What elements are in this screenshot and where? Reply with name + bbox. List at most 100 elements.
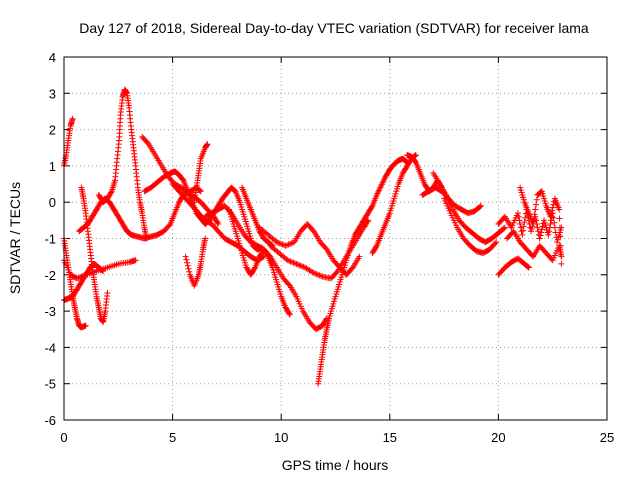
- y-tick-label: -1: [44, 232, 56, 247]
- data-point: [525, 264, 532, 271]
- series-arc-23: [441, 195, 500, 257]
- data-point: [166, 222, 173, 229]
- data-point: [313, 271, 320, 278]
- y-tick-label: 1: [49, 159, 56, 174]
- series-arc-24: [495, 255, 532, 278]
- data-point: [75, 274, 82, 281]
- data-point: [519, 231, 526, 238]
- data-point: [315, 271, 322, 278]
- data-point: [514, 210, 521, 217]
- data-point: [144, 139, 151, 146]
- series-arc-25: [495, 206, 565, 246]
- data-point: [538, 229, 545, 236]
- data-point: [516, 217, 523, 224]
- data-point: [286, 310, 293, 317]
- data-point: [492, 240, 499, 247]
- data-point: [556, 215, 563, 222]
- data-point: [368, 204, 375, 211]
- data-point: [533, 201, 540, 208]
- data-point: [251, 265, 258, 272]
- series-arc-16: [256, 220, 363, 278]
- data-point: [179, 176, 186, 183]
- data-point: [412, 158, 419, 165]
- x-axis-label: GPS time / hours: [282, 457, 389, 473]
- data-point: [538, 226, 545, 233]
- data-point: [550, 214, 557, 221]
- data-point: [545, 231, 552, 238]
- data-point: [500, 225, 507, 232]
- data-point: [104, 289, 111, 296]
- data-point: [283, 242, 290, 249]
- data-point: [520, 227, 527, 234]
- data-point: [556, 224, 563, 231]
- data-point: [548, 210, 555, 217]
- data-point: [288, 240, 295, 247]
- data-point: [82, 322, 89, 329]
- data-point: [533, 196, 540, 203]
- data-point: [184, 262, 191, 269]
- x-tick-label: 0: [60, 430, 67, 445]
- data-point: [76, 274, 83, 281]
- data-point: [293, 260, 300, 267]
- data-point: [530, 220, 537, 227]
- x-tick-label: 10: [274, 430, 288, 445]
- data-point: [532, 206, 539, 213]
- data-point: [531, 211, 538, 218]
- series-arc-1: [61, 115, 76, 169]
- data-point: [132, 257, 139, 264]
- data-point: [517, 224, 524, 231]
- series-arc-27: [517, 184, 565, 267]
- data-point: [478, 202, 485, 209]
- data-point: [476, 203, 483, 210]
- data-point: [356, 253, 363, 260]
- x-tick-label: 15: [383, 430, 397, 445]
- plot-frame: [63, 56, 608, 421]
- data-point: [290, 259, 297, 266]
- data-point: [297, 262, 304, 269]
- data-point: [515, 213, 522, 220]
- data-point: [202, 235, 209, 242]
- y-tick-label: -5: [44, 377, 56, 392]
- data-point: [333, 269, 340, 276]
- data-point: [184, 259, 191, 266]
- data-point: [81, 272, 88, 279]
- plot-area: [61, 86, 565, 387]
- data-point: [310, 269, 317, 276]
- series-arc-11: [191, 141, 211, 206]
- data-point: [547, 213, 554, 220]
- data-point: [530, 216, 537, 223]
- data-point: [549, 204, 556, 211]
- data-point: [285, 281, 292, 288]
- data-point: [501, 224, 508, 231]
- data-point: [348, 265, 355, 272]
- data-point: [186, 268, 193, 275]
- data-point: [286, 240, 293, 247]
- data-point: [312, 270, 319, 277]
- y-tick-label: -3: [44, 304, 56, 319]
- data-point: [299, 263, 306, 270]
- chart-title: Day 127 of 2018, Sidereal Day-to-day VTE…: [79, 20, 589, 36]
- data-point: [518, 228, 525, 235]
- y-tick-label: -4: [44, 340, 56, 355]
- data-point: [204, 141, 211, 148]
- data-point: [412, 152, 419, 159]
- data-point: [286, 257, 293, 264]
- data-point: [183, 256, 190, 263]
- y-tick-label: -2: [44, 268, 56, 283]
- data-point: [547, 220, 554, 227]
- y-tick-label: 4: [49, 50, 56, 65]
- series-arc-26: [504, 228, 565, 264]
- data-point: [279, 241, 286, 248]
- x-tick-label: 20: [491, 430, 505, 445]
- y-tick-label: 3: [49, 86, 56, 101]
- data-point: [520, 223, 527, 230]
- series-arc-10: [182, 235, 209, 289]
- data-point: [318, 273, 325, 280]
- data-point: [264, 252, 271, 259]
- data-point: [546, 224, 553, 231]
- series-arc-15: [239, 184, 276, 249]
- data-point: [286, 311, 293, 318]
- data-point: [309, 227, 316, 234]
- data-point: [276, 240, 283, 247]
